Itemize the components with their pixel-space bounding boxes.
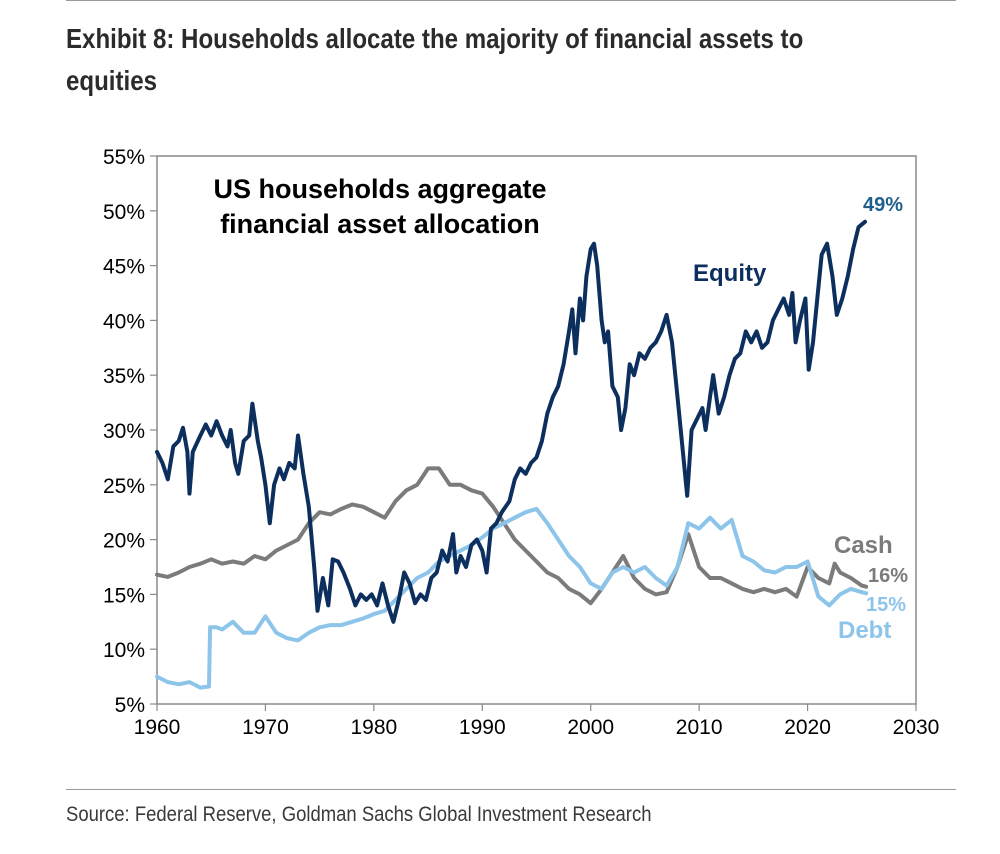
y-tick-label: 25% bbox=[103, 475, 145, 498]
debt-series-label: Debt bbox=[838, 617, 891, 644]
x-tick-label: 2030 bbox=[893, 716, 940, 739]
y-tick-label: 35% bbox=[103, 365, 145, 388]
equity-series-label: Equity bbox=[693, 260, 767, 287]
x-axis: 1960 1970 1980 1990 2000 2010 2020 2030 bbox=[134, 704, 940, 739]
x-tick-label: 2000 bbox=[567, 716, 614, 739]
y-tick-label: 5% bbox=[115, 694, 145, 717]
debt-series-line bbox=[155, 506, 869, 690]
debt-end-value-label: 15% bbox=[866, 594, 906, 616]
bottom-rule bbox=[66, 789, 956, 790]
source-note: Source: Federal Reserve, Goldman Sachs G… bbox=[66, 803, 652, 826]
y-tick-label: 55% bbox=[103, 146, 145, 169]
y-tick-label: 45% bbox=[103, 256, 145, 279]
exhibit-title: Exhibit 8: Households allocate the major… bbox=[66, 23, 804, 96]
y-tick-label: 20% bbox=[103, 530, 145, 553]
line-chart: 5% 10% 15% 20% 25% 30% 35% 40% 45% 50% 55% 1960 197… bbox=[103, 146, 940, 739]
equity-end-value-label: 49% bbox=[863, 194, 903, 216]
series-group bbox=[155, 219, 869, 690]
x-tick-label: 1990 bbox=[459, 716, 506, 739]
chart-area: 5% 10% 15% 20% 25% 30% 35% 40% 45% 50% 55% 1960 197… bbox=[0, 140, 1000, 760]
y-tick-label: 40% bbox=[103, 310, 145, 333]
x-tick-label: 1960 bbox=[134, 716, 181, 739]
x-tick-label: 2010 bbox=[676, 716, 723, 739]
x-tick-label: 1980 bbox=[350, 716, 397, 739]
cash-end-value-label: 16% bbox=[868, 565, 908, 587]
y-tick-label: 10% bbox=[103, 639, 145, 662]
y-axis: 5% 10% 15% 20% 25% 30% 35% 40% 45% 50% 55% bbox=[103, 146, 157, 717]
chart-title-line-1: US households aggregate bbox=[213, 174, 546, 204]
top-rule bbox=[66, 0, 956, 1]
y-tick-label: 30% bbox=[103, 420, 145, 443]
x-tick-label: 1970 bbox=[242, 716, 289, 739]
cash-series-label: Cash bbox=[834, 532, 893, 559]
chart-title-line-2: financial asset allocation bbox=[220, 209, 540, 239]
y-tick-label: 50% bbox=[103, 201, 145, 224]
y-tick-label: 15% bbox=[103, 584, 145, 607]
cash-series-line bbox=[155, 466, 869, 606]
x-tick-label: 2020 bbox=[784, 716, 831, 739]
equity-series-line bbox=[155, 219, 867, 624]
